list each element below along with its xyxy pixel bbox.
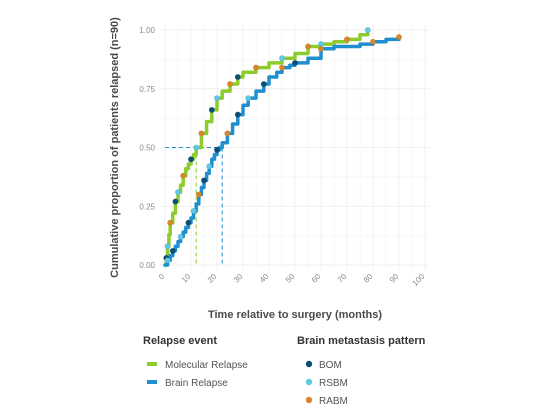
x-tick-label: 80 <box>362 272 375 285</box>
data-point <box>252 64 259 71</box>
data-point <box>213 146 220 153</box>
data-point <box>213 95 220 102</box>
data-point <box>167 219 174 226</box>
data-point <box>164 257 171 264</box>
data-point <box>206 163 213 170</box>
data-point <box>187 156 194 163</box>
x-tick-label: 30 <box>232 272 245 285</box>
series-lines <box>163 28 401 267</box>
x-tick-label: 90 <box>388 272 401 285</box>
data-point <box>174 189 181 196</box>
data-point <box>234 111 241 118</box>
data-point <box>180 172 187 179</box>
legend-title: Relapse event <box>143 335 217 347</box>
data-point <box>396 34 403 41</box>
data-point <box>226 81 233 88</box>
x-tick-label: 60 <box>310 272 323 285</box>
y-axis-title: Cumulative proportion of patients relaps… <box>109 17 121 278</box>
legend-key-point <box>305 360 313 368</box>
x-tick-label: 20 <box>206 272 219 285</box>
data-point <box>234 73 241 80</box>
data-point <box>245 95 252 102</box>
x-tick-label: 0 <box>157 272 167 282</box>
data-point <box>260 81 267 88</box>
data-point <box>172 198 179 205</box>
legend-item-label: RSBM <box>319 378 348 389</box>
y-tick-label: 0.00 <box>139 261 155 270</box>
x-tick-label: 40 <box>258 272 271 285</box>
data-point <box>279 55 286 62</box>
data-point <box>193 144 200 151</box>
data-point <box>195 191 202 198</box>
x-tick-label: 70 <box>336 272 349 285</box>
series-line <box>163 28 370 267</box>
legend-relapse-event: Relapse event Molecular Relapse Brain Rel… <box>143 335 248 389</box>
data-point <box>344 36 351 43</box>
legend-title: Brain metastasis pattern <box>297 335 426 347</box>
data-point <box>164 243 171 250</box>
data-point <box>370 38 377 45</box>
y-axis-ticks: 0.00 0.25 0.50 0.75 1.00 <box>139 26 155 270</box>
x-tick-label: 10 <box>180 272 193 285</box>
series-line <box>163 35 401 267</box>
data-point <box>185 219 192 226</box>
legend-key-point <box>305 396 313 404</box>
legend-item-label: RABM <box>319 396 348 407</box>
data-point <box>208 106 215 113</box>
legend-item-label: Molecular Relapse <box>165 360 248 371</box>
data-points <box>163 27 403 264</box>
data-point <box>224 130 231 137</box>
x-tick-label: 100 <box>411 272 427 288</box>
legend-item-label: BOM <box>319 360 342 371</box>
data-point <box>318 45 325 52</box>
x-axis-ticks: 0 10 20 30 40 50 60 70 80 90 100 <box>157 272 427 288</box>
data-point <box>364 27 371 34</box>
data-point <box>292 59 299 66</box>
data-point <box>177 233 184 240</box>
x-axis-title: Time relative to surgery (months) <box>208 309 382 321</box>
legend-item-label: Brain Relapse <box>165 378 228 389</box>
legend-key-point <box>305 378 313 386</box>
data-point <box>198 130 205 137</box>
y-tick-label: 0.50 <box>139 144 155 153</box>
x-tick-label: 50 <box>284 272 297 285</box>
data-point <box>200 177 207 184</box>
y-tick-label: 1.00 <box>139 26 155 35</box>
data-point <box>190 207 197 214</box>
data-point <box>279 64 286 71</box>
y-tick-label: 0.25 <box>139 202 155 211</box>
legend-metastasis-pattern: Brain metastasis pattern BOM RSBM RABM <box>297 335 426 407</box>
y-tick-label: 0.75 <box>139 85 155 94</box>
data-point <box>169 247 176 254</box>
data-point <box>305 43 312 50</box>
